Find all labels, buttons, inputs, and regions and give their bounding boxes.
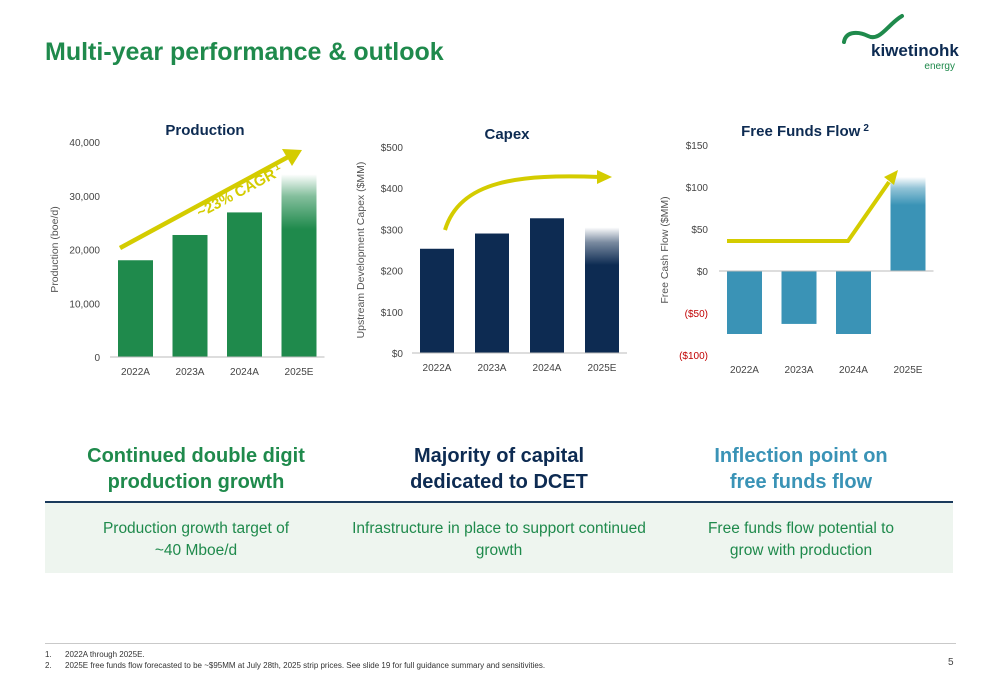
divider	[45, 501, 953, 503]
y-tick-label: $100	[686, 183, 709, 194]
chart-title: Capex	[484, 126, 530, 143]
x-tick-label: 2025E	[894, 365, 923, 376]
desc-free-funds-flow: Free funds flow potential to grow with pr…	[707, 520, 895, 559]
x-tick-label: 2022A	[730, 365, 759, 376]
desc-production-growth: Production growth target of ~40 Mboe/d	[102, 520, 290, 559]
heading-capital: Majority of capital dedicated to DCET	[410, 445, 588, 493]
y-tick-label: $0	[697, 267, 709, 278]
y-tick-label: $200	[381, 267, 404, 278]
heading-free-funds-flow: Inflection point on free funds flow	[714, 445, 888, 493]
x-tick-label: 2024A	[839, 365, 868, 376]
footnote-divider	[45, 643, 956, 644]
bar-2023A	[781, 271, 817, 324]
y-tick-label: 20,000	[69, 246, 100, 257]
y-tick-label: 10,000	[69, 299, 100, 310]
bar-2025E	[890, 176, 926, 271]
y-tick-label: $50	[691, 225, 708, 236]
x-tick-label: 2022A	[121, 367, 150, 378]
y-axis-label: Free Cash Flow ($MM)	[660, 196, 671, 303]
footnote-1: 1. 2022A through 2025E.	[45, 650, 145, 659]
y-tick-label: $150	[686, 141, 709, 152]
summary-band	[45, 503, 953, 573]
x-tick-label: 2025E	[588, 363, 617, 374]
x-tick-label: 2025E	[285, 367, 314, 378]
x-tick-label: 2022A	[423, 363, 452, 374]
page-number: 5	[948, 657, 954, 668]
y-tick-label: ($50)	[685, 309, 708, 320]
y-tick-label: $0	[392, 349, 404, 360]
desc-capital: Infrastructure in place to support conti…	[352, 520, 646, 559]
y-axis-label: Production (boe/d)	[49, 206, 61, 292]
bar-2024A	[530, 218, 564, 353]
capex-chart: Capex Upstream Development Capex ($MM) $0 $…	[350, 100, 650, 400]
logo-sub: energy	[924, 61, 955, 72]
x-tick-label: 2023A	[785, 365, 814, 376]
y-tick-label: 40,000	[69, 138, 100, 149]
y-tick-label: 30,000	[69, 192, 100, 203]
bar-2025E	[281, 174, 317, 357]
y-tick-label: $100	[381, 308, 404, 319]
y-tick-label: 0	[94, 353, 100, 364]
bar-2022A	[727, 271, 762, 334]
inflection-arrow-line	[727, 180, 891, 243]
page-title: Multi-year performance & outlook	[45, 38, 444, 66]
production-chart: Production Production (boe/d) 0 10,000 20,00…	[40, 100, 340, 400]
logo-wordmark: kiwetinohk	[871, 41, 959, 60]
cagr-arrow-head-icon	[282, 149, 302, 166]
bar-2022A	[118, 260, 153, 357]
chart-title: Free Funds Flow 2	[741, 123, 869, 140]
y-tick-label: $300	[381, 225, 404, 236]
x-tick-label: 2024A	[230, 367, 259, 378]
bar-2024A	[227, 212, 262, 357]
y-axis-label: Upstream Development Capex ($MM)	[355, 162, 367, 339]
footnote-2: 2. 2025E free funds flow forecasted to be…	[45, 661, 546, 670]
y-tick-label: $400	[381, 184, 404, 195]
bar-2025E	[585, 227, 619, 353]
inflection-arrow-head-icon	[884, 170, 898, 185]
logo-swoosh-icon	[842, 14, 904, 44]
x-tick-label: 2023A	[176, 367, 205, 378]
company-logo: kiwetinohk energy	[838, 12, 963, 74]
growth-arrow-head-icon	[597, 170, 612, 184]
bar-2023A	[475, 233, 509, 353]
bar-2024A	[836, 271, 871, 334]
growth-arc-arrow	[443, 174, 601, 231]
chart-title: Production	[165, 122, 244, 139]
x-tick-label: 2024A	[533, 363, 562, 374]
free-funds-flow-chart: Free Funds Flow 2 Free Cash Flow ($MM) ($10…	[660, 100, 960, 400]
bar-2023A	[172, 234, 208, 357]
cagr-arrow-line	[118, 155, 290, 250]
y-tick-label: ($100)	[679, 351, 708, 362]
y-tick-label: $500	[381, 143, 404, 154]
heading-production-growth: Continued double digit production growth	[87, 445, 305, 493]
x-tick-label: 2023A	[478, 363, 507, 374]
bar-2022A	[420, 248, 454, 353]
